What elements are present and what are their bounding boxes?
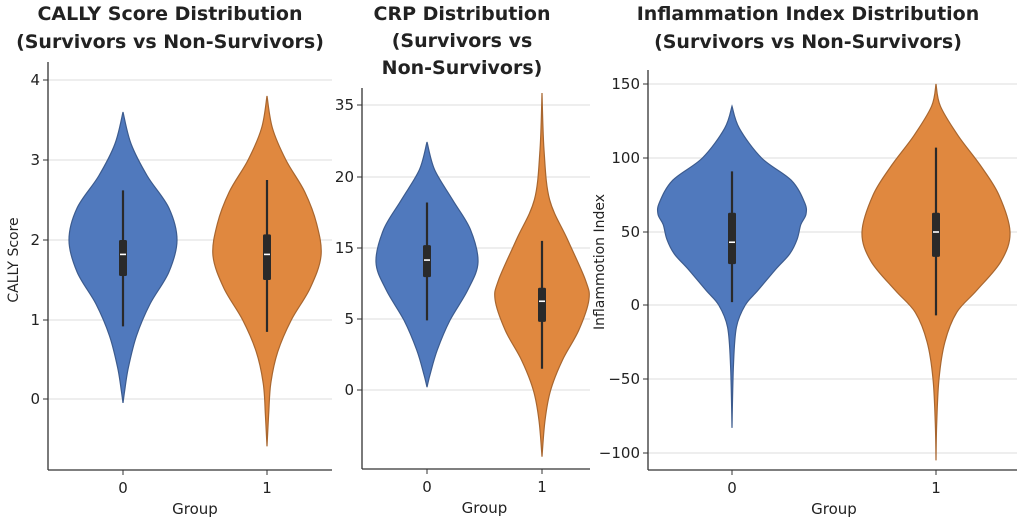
x-axis-label: Group: [811, 500, 857, 518]
x-tick-label: 1: [262, 479, 272, 497]
y-tick-label: 100: [611, 149, 640, 167]
y-tick-label: −100: [599, 444, 640, 462]
y-tick-label: 15: [335, 239, 354, 257]
y-tick-label: 20: [335, 168, 354, 186]
y-tick-label: −50: [608, 370, 640, 388]
y-tick-label: 0: [30, 390, 40, 408]
y-tick-label: 50: [621, 223, 640, 241]
chart-title: (Survivors vs: [392, 30, 533, 52]
iqr-box: [932, 212, 940, 257]
y-tick-label: 4: [30, 71, 40, 89]
x-tick-label: 0: [727, 479, 737, 497]
y-tick-label: 1: [30, 311, 40, 329]
iqr-box: [538, 287, 546, 322]
y-tick-label: 2: [30, 231, 40, 249]
y-axis-label: CALLY Score: [6, 217, 22, 302]
x-tick-label: 0: [118, 479, 128, 497]
x-tick-label: 0: [422, 478, 432, 496]
chart-title: Inflammation Index Distribution: [637, 3, 980, 25]
panel-2: Inflammation Index Distribution (Survivor…: [592, 3, 1017, 518]
y-tick-label: 0: [630, 296, 640, 314]
iqr-box: [423, 245, 431, 278]
panel-1: CRP Distribution (Survivors vs Non-Survivo…: [335, 3, 590, 517]
x-tick-label: 1: [537, 478, 547, 496]
chart-title: Non-Survivors): [382, 57, 543, 79]
panel-0: CALLY Score Distribution (Survivors vs No…: [6, 3, 332, 518]
y-tick-label: 35: [335, 96, 354, 114]
y-axis-label: Inflammotion Index: [592, 194, 608, 330]
x-axis-label: Group: [172, 500, 218, 518]
iqr-box: [119, 240, 127, 276]
chart-title: (Survivors vs Non-Survivors): [654, 31, 962, 53]
iqr-box: [263, 234, 271, 280]
y-tick-label: 150: [611, 75, 640, 93]
y-tick-label: 0: [344, 381, 354, 399]
chart-title: CALLY Score Distribution: [37, 3, 302, 25]
chart-title: CRP Distribution: [374, 3, 551, 25]
x-tick-label: 1: [931, 479, 941, 497]
x-axis-label: Group: [462, 499, 508, 517]
y-tick-label: 3: [30, 151, 40, 169]
y-tick-label: 5: [344, 310, 354, 328]
iqr-box: [728, 212, 736, 265]
chart-title: (Survivors vs Non-Survivors): [16, 31, 324, 53]
